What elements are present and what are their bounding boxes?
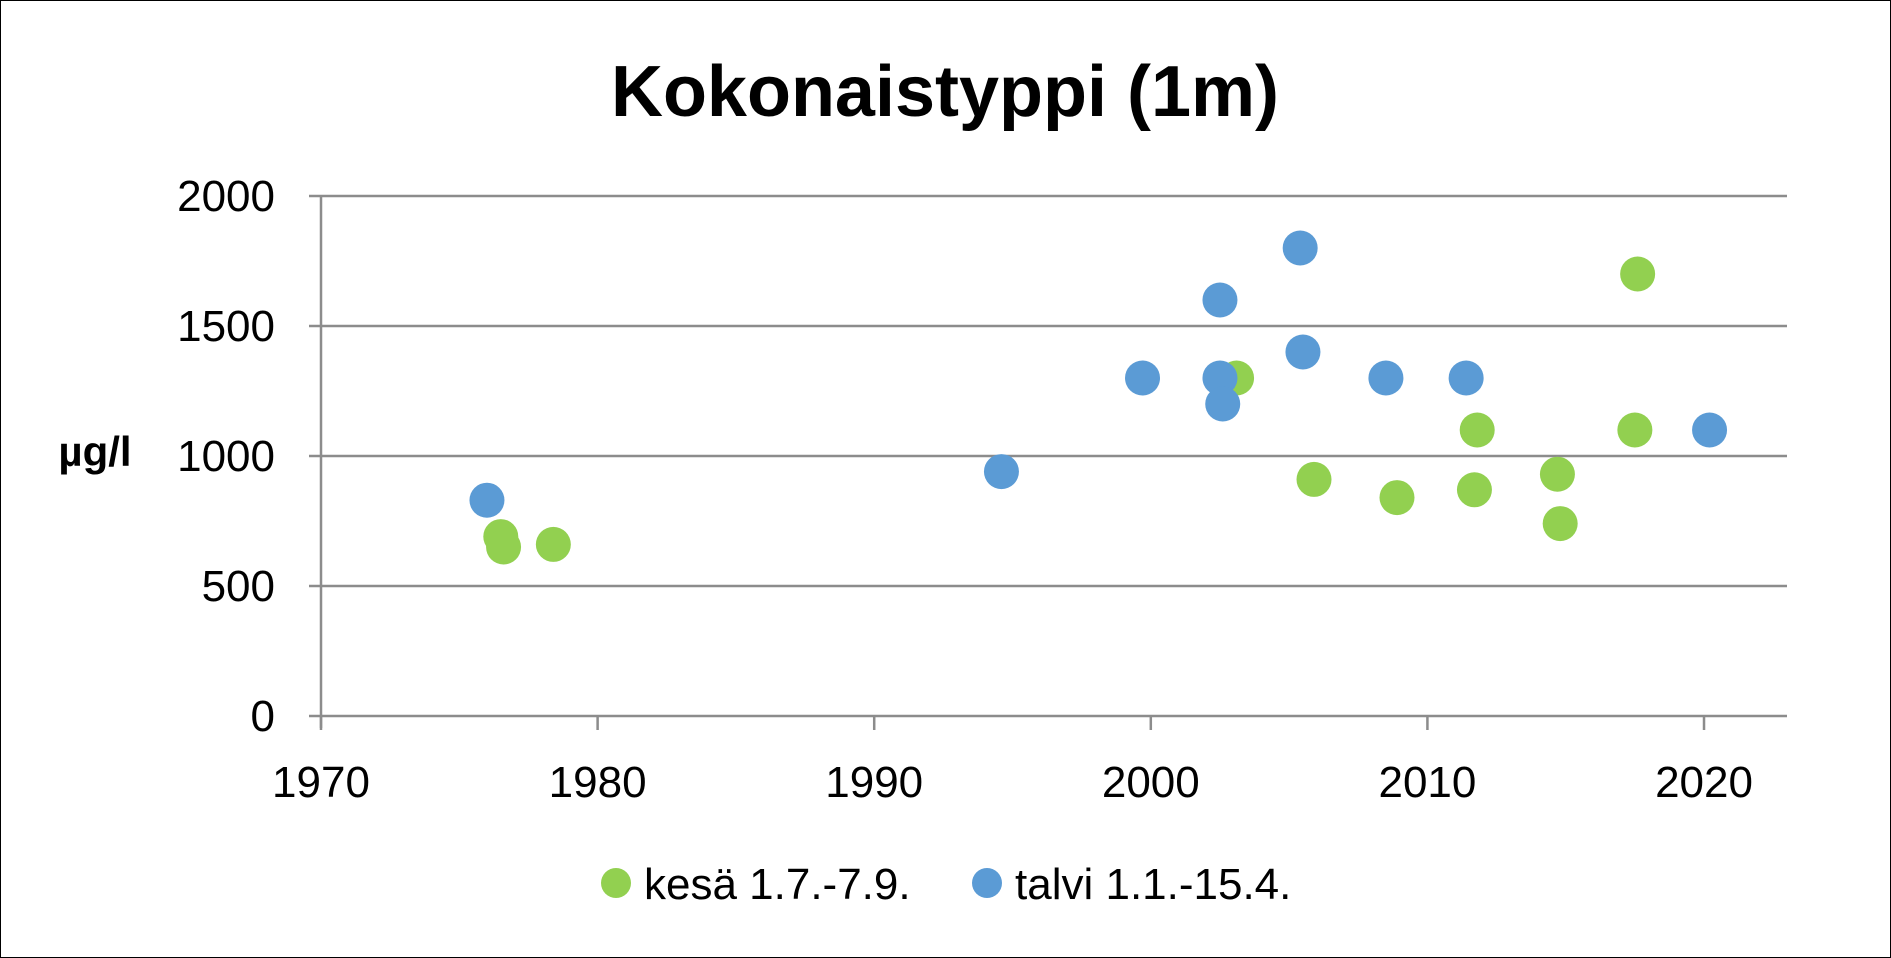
- data-point-series-2: [469, 482, 505, 518]
- legend-marker-series-1: [601, 868, 631, 898]
- data-point-series-1: [1459, 412, 1495, 448]
- legend: kesä 1.7.-7.9. talvi 1.1.-15.4.: [601, 860, 1291, 909]
- data-point-series-2: [1282, 230, 1318, 266]
- y-tick-label: 1000: [177, 432, 275, 481]
- data-point-series-1: [1620, 256, 1656, 292]
- data-point-series-2: [1448, 360, 1484, 396]
- data-point-series-2: [1692, 412, 1728, 448]
- legend-label-series-2: talvi 1.1.-15.4.: [1015, 860, 1291, 909]
- data-point-series-1: [1379, 480, 1415, 516]
- y-axis-label: µg/l: [58, 428, 131, 475]
- y-tick-label: 0: [251, 692, 275, 741]
- data-point-series-1: [1296, 461, 1332, 497]
- legend-marker-series-2: [972, 868, 1002, 898]
- data-points: [469, 230, 1728, 565]
- chart-title: Kokonaistyppi (1m): [611, 52, 1279, 132]
- data-point-series-1: [1539, 456, 1575, 492]
- data-point-series-2: [1202, 282, 1238, 318]
- x-tick-label: 1990: [825, 758, 923, 807]
- data-point-series-2: [1285, 334, 1321, 370]
- x-tick-label: 1970: [272, 758, 370, 807]
- data-point-series-2: [1368, 360, 1404, 396]
- legend-label-series-1: kesä 1.7.-7.9.: [644, 860, 911, 909]
- data-point-series-2: [1205, 386, 1241, 422]
- data-point-series-2: [1125, 360, 1161, 396]
- data-point-series-1: [486, 529, 522, 565]
- data-point-series-1: [1542, 506, 1578, 542]
- x-tick-label: 1980: [549, 758, 647, 807]
- data-point-series-1: [1456, 472, 1492, 508]
- y-tick-label: 1500: [177, 302, 275, 351]
- data-point-series-1: [1617, 412, 1653, 448]
- data-point-series-2: [1202, 360, 1238, 396]
- x-tick-label: 2010: [1378, 758, 1476, 807]
- x-tick-label: 2000: [1102, 758, 1200, 807]
- axes: 0 500 1000 1500 2000 1970 1980 1990 2000 2010 2020: [177, 172, 1787, 807]
- y-tick-label: 2000: [177, 172, 275, 221]
- x-tick-label: 2020: [1655, 758, 1753, 807]
- data-point-series-2: [983, 454, 1019, 490]
- y-tick-label: 500: [202, 562, 275, 611]
- data-point-series-1: [535, 526, 571, 562]
- gridlines: [309, 194, 1787, 588]
